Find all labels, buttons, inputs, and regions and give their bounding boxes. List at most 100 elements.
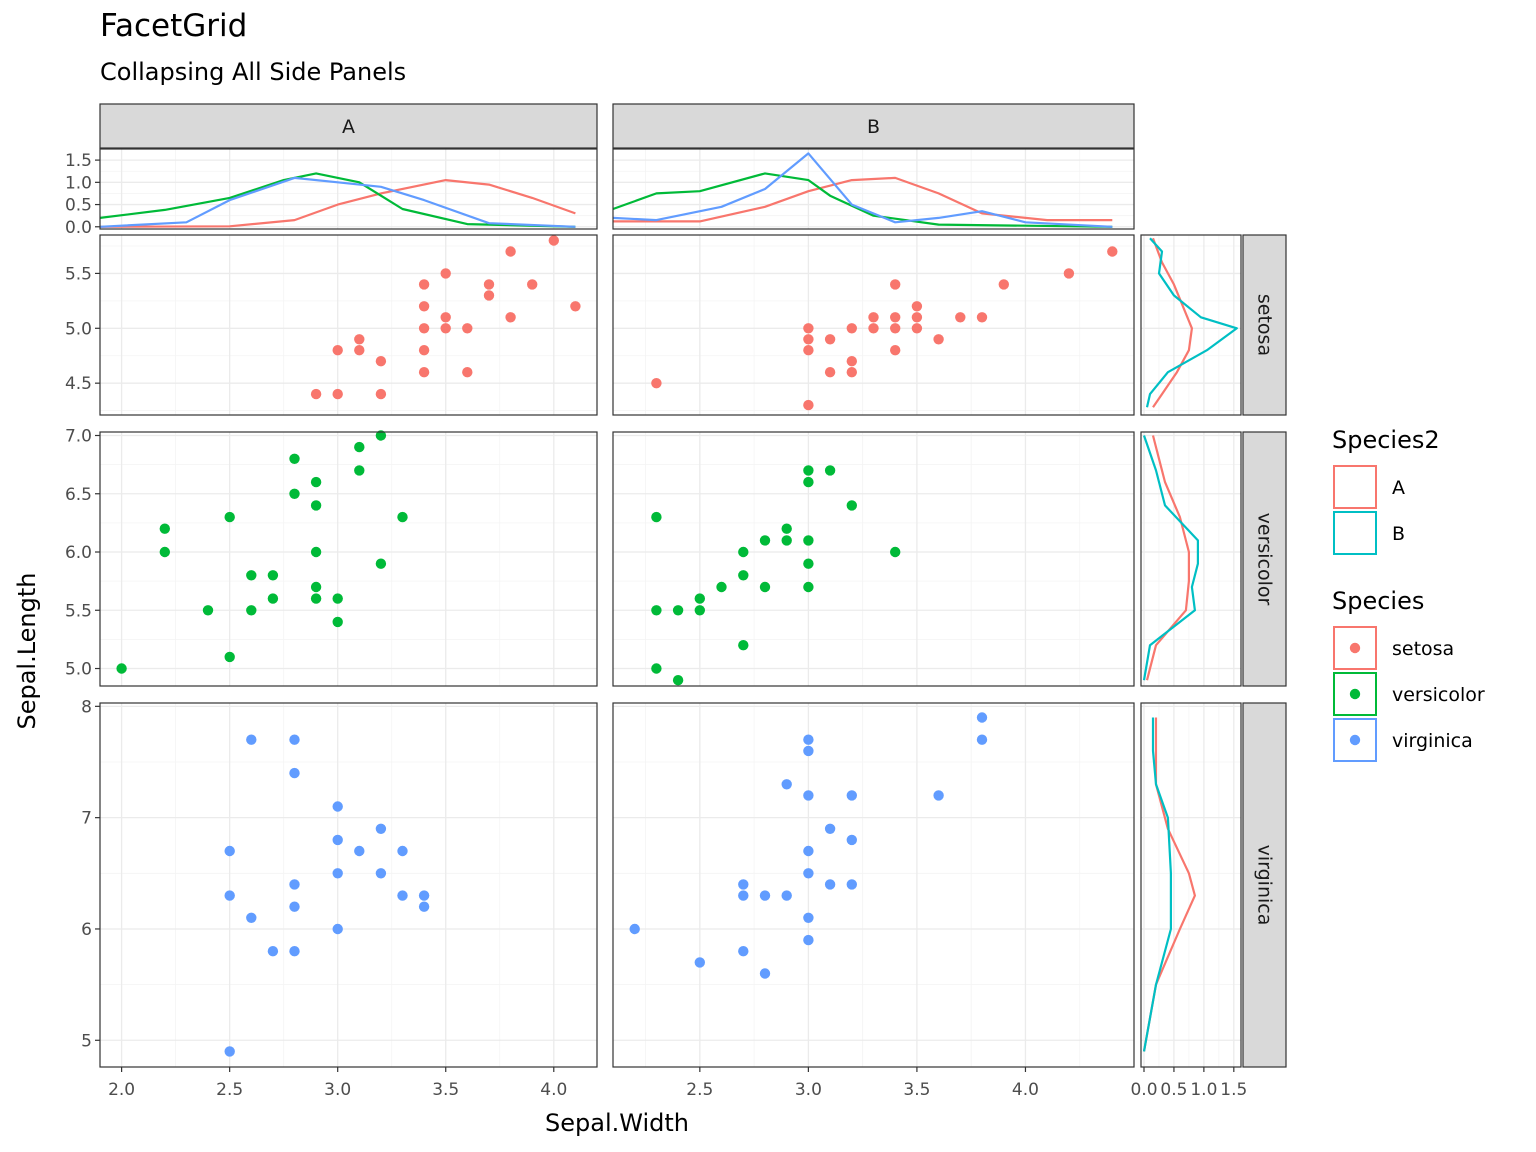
- facet-strip-virginica: [1242, 702, 1287, 1068]
- density-curve-B-virginica: [612, 152, 1113, 228]
- data-point-setosa: [440, 312, 451, 323]
- data-point-setosa: [310, 388, 322, 400]
- facet-strip-B: [612, 103, 1135, 149]
- scatter-panel-virginica-A-background: [100, 703, 597, 1067]
- data-point-virginica: [976, 734, 988, 745]
- scatter-panel-virginica-A-border: [99, 702, 598, 1068]
- density-curve-setosa-A: [1151, 237, 1193, 408]
- x-tick-label: 2.5: [216, 1080, 243, 1100]
- scatter-grid-versicolor-A: [100, 432, 597, 686]
- x-tick-label: 0.0: [1130, 1080, 1157, 1100]
- facet-strip-label-setosa: setosa: [1254, 294, 1276, 356]
- data-point-versicolor: [310, 581, 322, 593]
- data-point-virginica: [803, 845, 814, 857]
- scatter-panel-versicolor-A-background: [100, 432, 597, 686]
- scatter-points-versicolor-A: [116, 430, 408, 674]
- data-point-virginica: [824, 823, 836, 834]
- data-point-setosa: [933, 334, 944, 345]
- data-point-setosa: [998, 279, 1009, 290]
- data-point-versicolor: [803, 535, 814, 546]
- data-point-versicolor: [310, 546, 322, 558]
- data-point-setosa: [868, 312, 879, 323]
- data-point-versicolor: [354, 441, 365, 453]
- x-tick-label: 4.0: [540, 1080, 567, 1100]
- data-point-versicolor: [289, 453, 300, 464]
- data-point-virginica: [738, 879, 749, 890]
- data-point-virginica: [224, 890, 235, 901]
- data-point-virginica: [738, 946, 749, 957]
- data-point-setosa: [890, 345, 901, 356]
- data-point-versicolor: [803, 465, 814, 476]
- data-point-setosa: [1063, 268, 1075, 279]
- facet-strip-A: [99, 103, 598, 149]
- y-tick-label: 1.5: [65, 151, 92, 171]
- data-point-setosa: [651, 378, 662, 389]
- data-point-virginica: [289, 879, 300, 890]
- scatter-panel-versicolor-B-background: [613, 432, 1134, 686]
- data-point-versicolor: [672, 605, 684, 616]
- data-point-virginica: [976, 712, 988, 723]
- density-curve-versicolor-B: [1142, 435, 1199, 681]
- data-point-virginica: [933, 790, 944, 801]
- y-tick-label: 7.0: [65, 426, 92, 446]
- data-point-versicolor: [694, 605, 705, 616]
- data-point-versicolor: [267, 570, 279, 581]
- data-point-versicolor: [159, 546, 170, 558]
- x-tick-label: 3.5: [432, 1080, 459, 1100]
- data-point-setosa: [1107, 246, 1118, 257]
- data-point-setosa: [890, 323, 901, 334]
- legend-key-A: [1333, 465, 1377, 509]
- data-point-setosa: [332, 388, 343, 400]
- x-tick-label: 3.0: [795, 1080, 822, 1100]
- data-point-setosa: [418, 367, 430, 378]
- scatter-points-versicolor-B: [651, 465, 901, 686]
- data-point-virginica: [694, 957, 705, 968]
- data-point-setosa: [440, 268, 451, 279]
- data-point-virginica: [224, 1046, 235, 1057]
- data-point-versicolor: [759, 535, 771, 546]
- legend-label-setosa: setosa: [1392, 638, 1454, 660]
- scatter-grid-virginica-B: [613, 703, 1134, 1067]
- data-point-setosa: [505, 246, 516, 257]
- data-point-versicolor: [651, 663, 662, 674]
- x-tick-label: 0.5: [1160, 1080, 1187, 1100]
- scatter-grid-virginica-A: [100, 703, 597, 1067]
- data-point-setosa: [375, 388, 387, 400]
- data-point-virginica: [418, 901, 430, 912]
- data-point-versicolor: [332, 616, 343, 628]
- y-axis-title: Sepal.Length: [13, 572, 41, 729]
- data-point-virginica: [332, 834, 343, 846]
- right-density-panel-versicolor-border: [1140, 431, 1242, 687]
- data-point-setosa: [868, 323, 879, 334]
- data-point-versicolor: [738, 640, 749, 651]
- legend-label-virginica: virginica: [1392, 730, 1473, 752]
- legend-species: Species setosa versicolor virginica: [1332, 587, 1485, 762]
- data-point-virginica: [759, 890, 771, 901]
- data-point-virginica: [803, 912, 814, 923]
- right-density-panel-setosa-border: [1140, 234, 1242, 416]
- data-point-versicolor: [694, 593, 705, 604]
- data-point-versicolor: [824, 465, 836, 476]
- density-curve-B-versicolor: [612, 172, 1113, 228]
- data-point-virginica: [289, 734, 300, 745]
- data-point-virginica: [738, 890, 749, 901]
- data-point-setosa: [418, 279, 430, 290]
- data-point-virginica: [846, 879, 857, 890]
- data-point-setosa: [570, 301, 581, 312]
- scatter-panel-versicolor-B-border: [612, 431, 1135, 687]
- data-point-setosa: [483, 290, 495, 301]
- data-point-versicolor: [224, 651, 235, 663]
- data-point-versicolor: [289, 488, 300, 499]
- data-point-virginica: [267, 946, 279, 957]
- y-tick-label: 6: [81, 920, 92, 940]
- x-tick-label: 4.0: [1012, 1080, 1039, 1100]
- data-point-setosa: [803, 399, 814, 411]
- chart-title: FacetGrid: [100, 8, 248, 44]
- legend-title: Species: [1332, 587, 1424, 615]
- facet-strip-label-A: A: [342, 116, 355, 138]
- data-point-virginica: [354, 845, 365, 857]
- data-point-versicolor: [267, 593, 279, 604]
- data-point-versicolor: [716, 581, 727, 593]
